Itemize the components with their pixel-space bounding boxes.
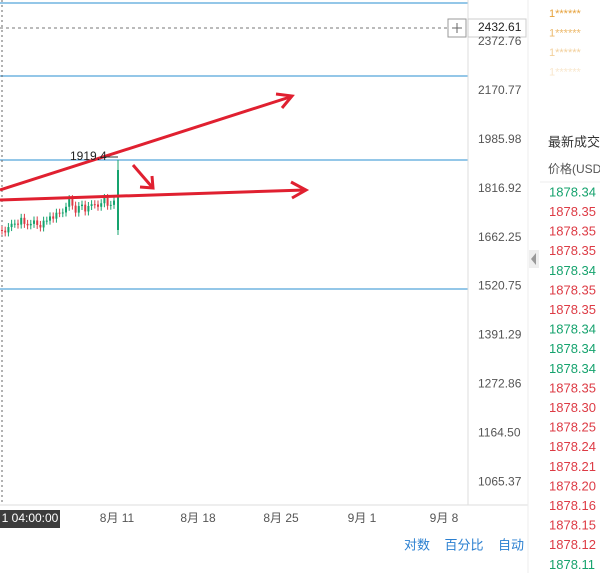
price-axis-label: 1164.50 [478, 425, 521, 439]
price-axis-label: 1065.37 [478, 474, 522, 488]
date-label: 8月 11 [100, 511, 135, 525]
candle-body [33, 220, 35, 224]
candle-body [20, 217, 23, 225]
candle-body [93, 204, 96, 206]
candle-body [81, 204, 83, 207]
candle-body [61, 212, 64, 214]
price-axis-label: 1985.98 [478, 132, 522, 146]
trade-price: 1878.34 [549, 263, 596, 278]
candle-body [10, 223, 13, 228]
trade-price: 1878.16 [549, 498, 596, 513]
candle-body [84, 204, 87, 212]
price-header: 价格(USDT [548, 161, 600, 176]
price-axis-label: 1272.86 [478, 376, 522, 390]
drawings [0, 92, 310, 202]
trade-price: 1878.35 [549, 243, 596, 258]
trade-price: 1878.34 [549, 361, 596, 376]
candle-body [4, 230, 7, 233]
user-name: 1****** [549, 66, 582, 78]
trade-price: 1878.34 [549, 184, 596, 199]
candle-body [109, 204, 112, 206]
trades-header: 最新成交 [548, 134, 600, 149]
candle-body [52, 216, 55, 219]
candle-body [7, 227, 10, 233]
trade-price: 1878.34 [549, 322, 596, 337]
candle-body [1, 230, 3, 231]
price-axis-label: 2170.77 [478, 83, 522, 97]
candle-body [71, 199, 74, 206]
trade-price: 1878.34 [549, 341, 596, 356]
toggle-button[interactable]: 百分比 [444, 537, 483, 552]
candle-body [106, 197, 109, 206]
date-label: 8月 25 [263, 511, 299, 525]
candle-body [113, 200, 115, 205]
candle-body [29, 223, 32, 226]
user-name: 1****** [549, 8, 582, 20]
candle-body [68, 199, 71, 207]
chart-lines [0, 0, 539, 573]
trade-price: 1878.11 [549, 557, 595, 572]
candle-body [97, 204, 99, 207]
price-axis-label: 1391.29 [478, 328, 522, 342]
toggle-button[interactable]: 自动 [498, 537, 524, 552]
candle-body [23, 217, 26, 224]
user-name: 1****** [549, 27, 582, 39]
trade-price: 1878.35 [549, 204, 596, 219]
price-axis-label: 1816.92 [478, 181, 522, 195]
trade-price: 1878.12 [549, 537, 596, 552]
price-axis-label: 2372.76 [478, 34, 522, 48]
candle-body [117, 170, 119, 230]
candle-body [87, 205, 90, 212]
candle-body [39, 224, 42, 228]
price-axis-label: 1662.25 [478, 230, 522, 244]
toggle-button[interactable]: 对数 [404, 537, 430, 552]
candle-body [45, 220, 48, 222]
candle-body [77, 206, 80, 213]
date-label: 9月 1 [348, 511, 377, 525]
candle-body [58, 212, 61, 214]
candle-body [100, 203, 103, 207]
trade-price: 1878.15 [549, 518, 596, 533]
current-price: 2432.61 [478, 20, 522, 34]
candle-body [74, 205, 77, 213]
trade-price: 1878.21 [549, 459, 596, 474]
annotation: 1919.4 [70, 149, 107, 163]
trade-price: 1878.35 [549, 302, 596, 317]
candle-body [17, 223, 19, 225]
candle-body [65, 206, 67, 213]
candle-body [36, 220, 39, 225]
trade-price: 1878.35 [549, 224, 596, 239]
candle-body [49, 216, 51, 221]
price-axis-label: 1520.75 [478, 279, 522, 293]
trade-price: 1878.35 [549, 380, 596, 395]
time-label: 1 04:00:00 [2, 511, 59, 525]
candle-body [42, 220, 45, 228]
trade-price: 1878.30 [549, 400, 596, 415]
date-label: 8月 18 [180, 511, 216, 525]
user-name: 1****** [549, 47, 582, 59]
candle-body [13, 223, 16, 225]
date-label: 9月 8 [430, 511, 459, 525]
candle-body [103, 197, 106, 204]
candle-body [90, 204, 93, 206]
candle-body [26, 223, 29, 226]
trade-price: 1878.24 [549, 439, 596, 454]
candle-body [55, 212, 58, 219]
trade-price: 1878.25 [549, 420, 596, 435]
trade-price: 1878.35 [549, 282, 596, 297]
trade-price: 1878.20 [549, 478, 596, 493]
